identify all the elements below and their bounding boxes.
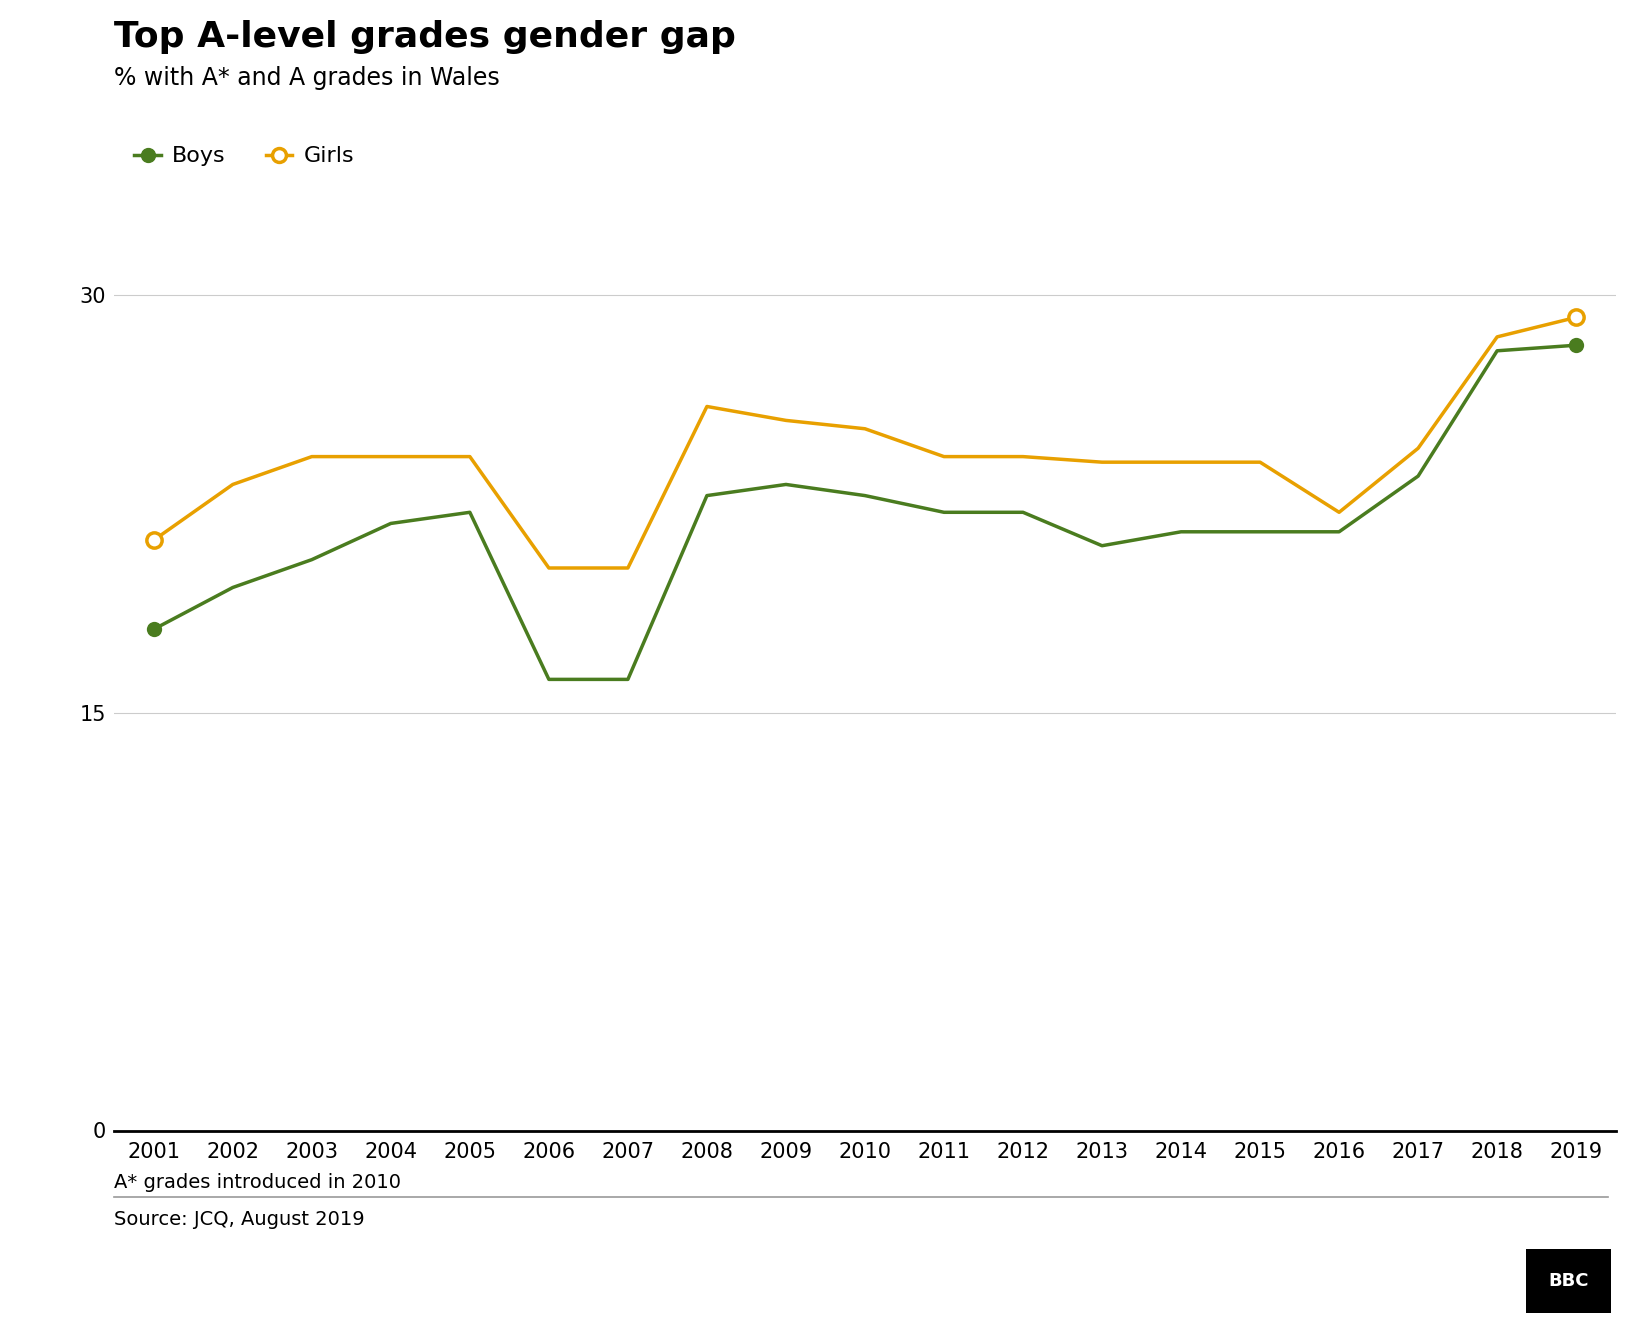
Text: Top A-level grades gender gap: Top A-level grades gender gap: [114, 20, 736, 55]
Text: % with A* and A grades in Wales: % with A* and A grades in Wales: [114, 66, 499, 90]
Legend: Boys, Girls: Boys, Girls: [126, 137, 362, 176]
Text: BBC: BBC: [1549, 1271, 1588, 1290]
Text: A* grades introduced in 2010: A* grades introduced in 2010: [114, 1173, 401, 1192]
Text: Source: JCQ, August 2019: Source: JCQ, August 2019: [114, 1210, 366, 1229]
